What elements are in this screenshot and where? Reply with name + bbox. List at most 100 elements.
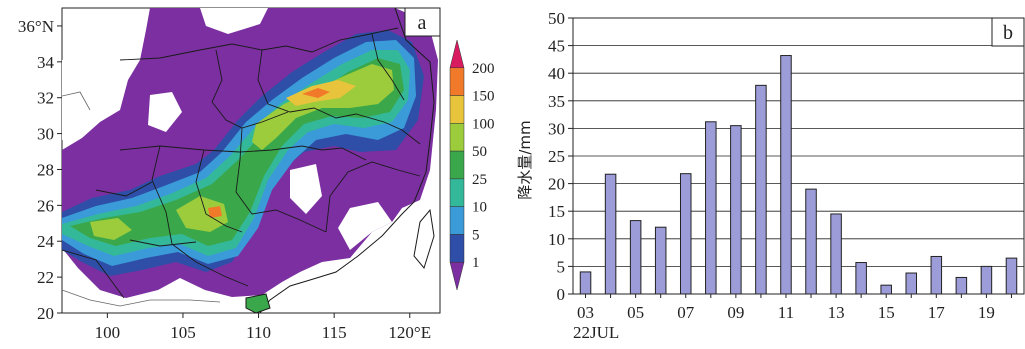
- y-tick-label: 0: [557, 285, 566, 304]
- no-rain-area: [200, 8, 268, 34]
- x-tick-label: 110: [246, 323, 271, 342]
- bar: [604, 173, 617, 295]
- colorbar-label: 100: [472, 116, 495, 132]
- bar: [679, 173, 692, 295]
- colorbar-segment: [449, 95, 465, 124]
- panel-a-x-axis: 100 105 110 115 120°E: [95, 313, 431, 342]
- rain-field-100mm: [176, 196, 228, 232]
- x-tick-label: 07: [677, 303, 695, 322]
- bar: [805, 188, 817, 295]
- x-tick-label: 17: [928, 303, 946, 322]
- no-rain-area: [338, 202, 392, 250]
- colorbar-segment: [449, 67, 465, 96]
- x-tick-label: 100: [95, 323, 121, 342]
- y-tick-label: 20: [37, 304, 54, 323]
- bar: [730, 125, 742, 295]
- bar: [980, 265, 993, 295]
- y-tick-label: 20: [548, 175, 565, 194]
- x-sublabel: 22JUL: [573, 323, 619, 342]
- bar: [629, 220, 642, 295]
- y-tick-label: 50: [548, 9, 565, 28]
- y-tick-label: 10: [548, 230, 565, 249]
- bar: [905, 272, 918, 295]
- hainan-island: [245, 293, 271, 313]
- bar: [654, 226, 667, 295]
- colorbar-segment: [449, 39, 465, 69]
- colorbar-segment: [449, 123, 465, 152]
- panel-a-label: a: [418, 12, 427, 34]
- x-tick-label: 09: [727, 303, 744, 322]
- bar: [1005, 257, 1018, 295]
- no-rain-area: [148, 92, 182, 132]
- panel-a-label-box: [404, 7, 441, 37]
- colorbar-segment: [449, 234, 465, 263]
- x-tick-label: 03: [577, 303, 594, 322]
- bar: [855, 262, 867, 295]
- colorbar-label: 50: [472, 144, 487, 160]
- bar: [930, 255, 943, 295]
- colorbar-label: 150: [472, 89, 495, 105]
- colorbar-label: 5: [472, 227, 480, 243]
- x-tick-label: 13: [828, 303, 845, 322]
- y-tick-label: 35: [548, 92, 565, 111]
- colorbar-label: 200: [472, 61, 495, 77]
- y-axis-title: 降水量/mm: [516, 120, 534, 199]
- colorbar-segment: [449, 206, 465, 235]
- y-tick-label: 40: [548, 64, 565, 83]
- bar: [755, 84, 767, 295]
- bar: [579, 271, 592, 295]
- colorbar-segment: [449, 150, 465, 180]
- colorbar-segment: [449, 178, 465, 207]
- y-tick-label: 22: [37, 268, 54, 287]
- bar: [880, 284, 892, 295]
- x-tick-label: 120°E: [388, 323, 431, 342]
- no-rain-area: [62, 58, 112, 140]
- rain-field-100mm: [252, 64, 394, 150]
- y-tick-label: 32: [37, 89, 54, 108]
- y-tick-label: 5: [557, 257, 566, 276]
- y-tick-label: 36°N: [18, 17, 54, 36]
- y-tick-label: 28: [37, 160, 54, 179]
- y-tick-label: 15: [548, 202, 565, 221]
- panel-b-label-box: [991, 17, 1025, 47]
- no-rain-area: [290, 164, 322, 214]
- country-border: [62, 91, 221, 307]
- panel-b-y-axis: 0 5 10 15 20 25 30 35 40 45 50: [548, 9, 573, 304]
- province-boundaries: [62, 27, 421, 299]
- panel-a-y-axis: 36°N 34 32 30 28 26 24 22 20: [18, 17, 62, 323]
- y-tick-label: 34: [37, 53, 55, 72]
- colorbar-label: 25: [472, 172, 487, 188]
- bar: [780, 55, 792, 295]
- panel-b-x-axis: 03 05 07 09 11 13 15 17 19: [577, 294, 1012, 322]
- panel-b-label: b: [1003, 22, 1013, 44]
- y-tick-label: 25: [548, 147, 565, 166]
- colorbar-label: 1: [472, 255, 480, 271]
- taiwan-island: [413, 208, 435, 270]
- y-tick-label: 24: [37, 232, 55, 251]
- bars: [579, 55, 1018, 295]
- bar: [705, 121, 717, 295]
- y-tick-label: 30: [548, 119, 565, 138]
- colorbar: 200 150 100 50 25 10 5 1: [449, 39, 495, 291]
- bar: [830, 213, 842, 295]
- gridlines: [573, 45, 1024, 267]
- rain-field-200mm: [302, 88, 330, 98]
- coastline: [259, 8, 435, 313]
- rain-field-100mm: [90, 218, 132, 240]
- rain-field-200mm: [208, 206, 222, 218]
- x-tick-label: 15: [878, 303, 895, 322]
- y-tick-label: 45: [548, 37, 565, 56]
- y-tick-label: 26: [37, 196, 54, 215]
- colorbar-label: 10: [472, 200, 487, 216]
- y-tick-label: 30: [37, 125, 54, 144]
- x-tick-label: 105: [170, 323, 196, 342]
- x-tick-label: 05: [627, 303, 644, 322]
- colorbar-segment: [449, 261, 465, 291]
- x-tick-label: 19: [978, 303, 995, 322]
- x-tick-label: 11: [778, 303, 794, 322]
- bar: [955, 276, 968, 295]
- x-tick-label: 115: [322, 323, 347, 342]
